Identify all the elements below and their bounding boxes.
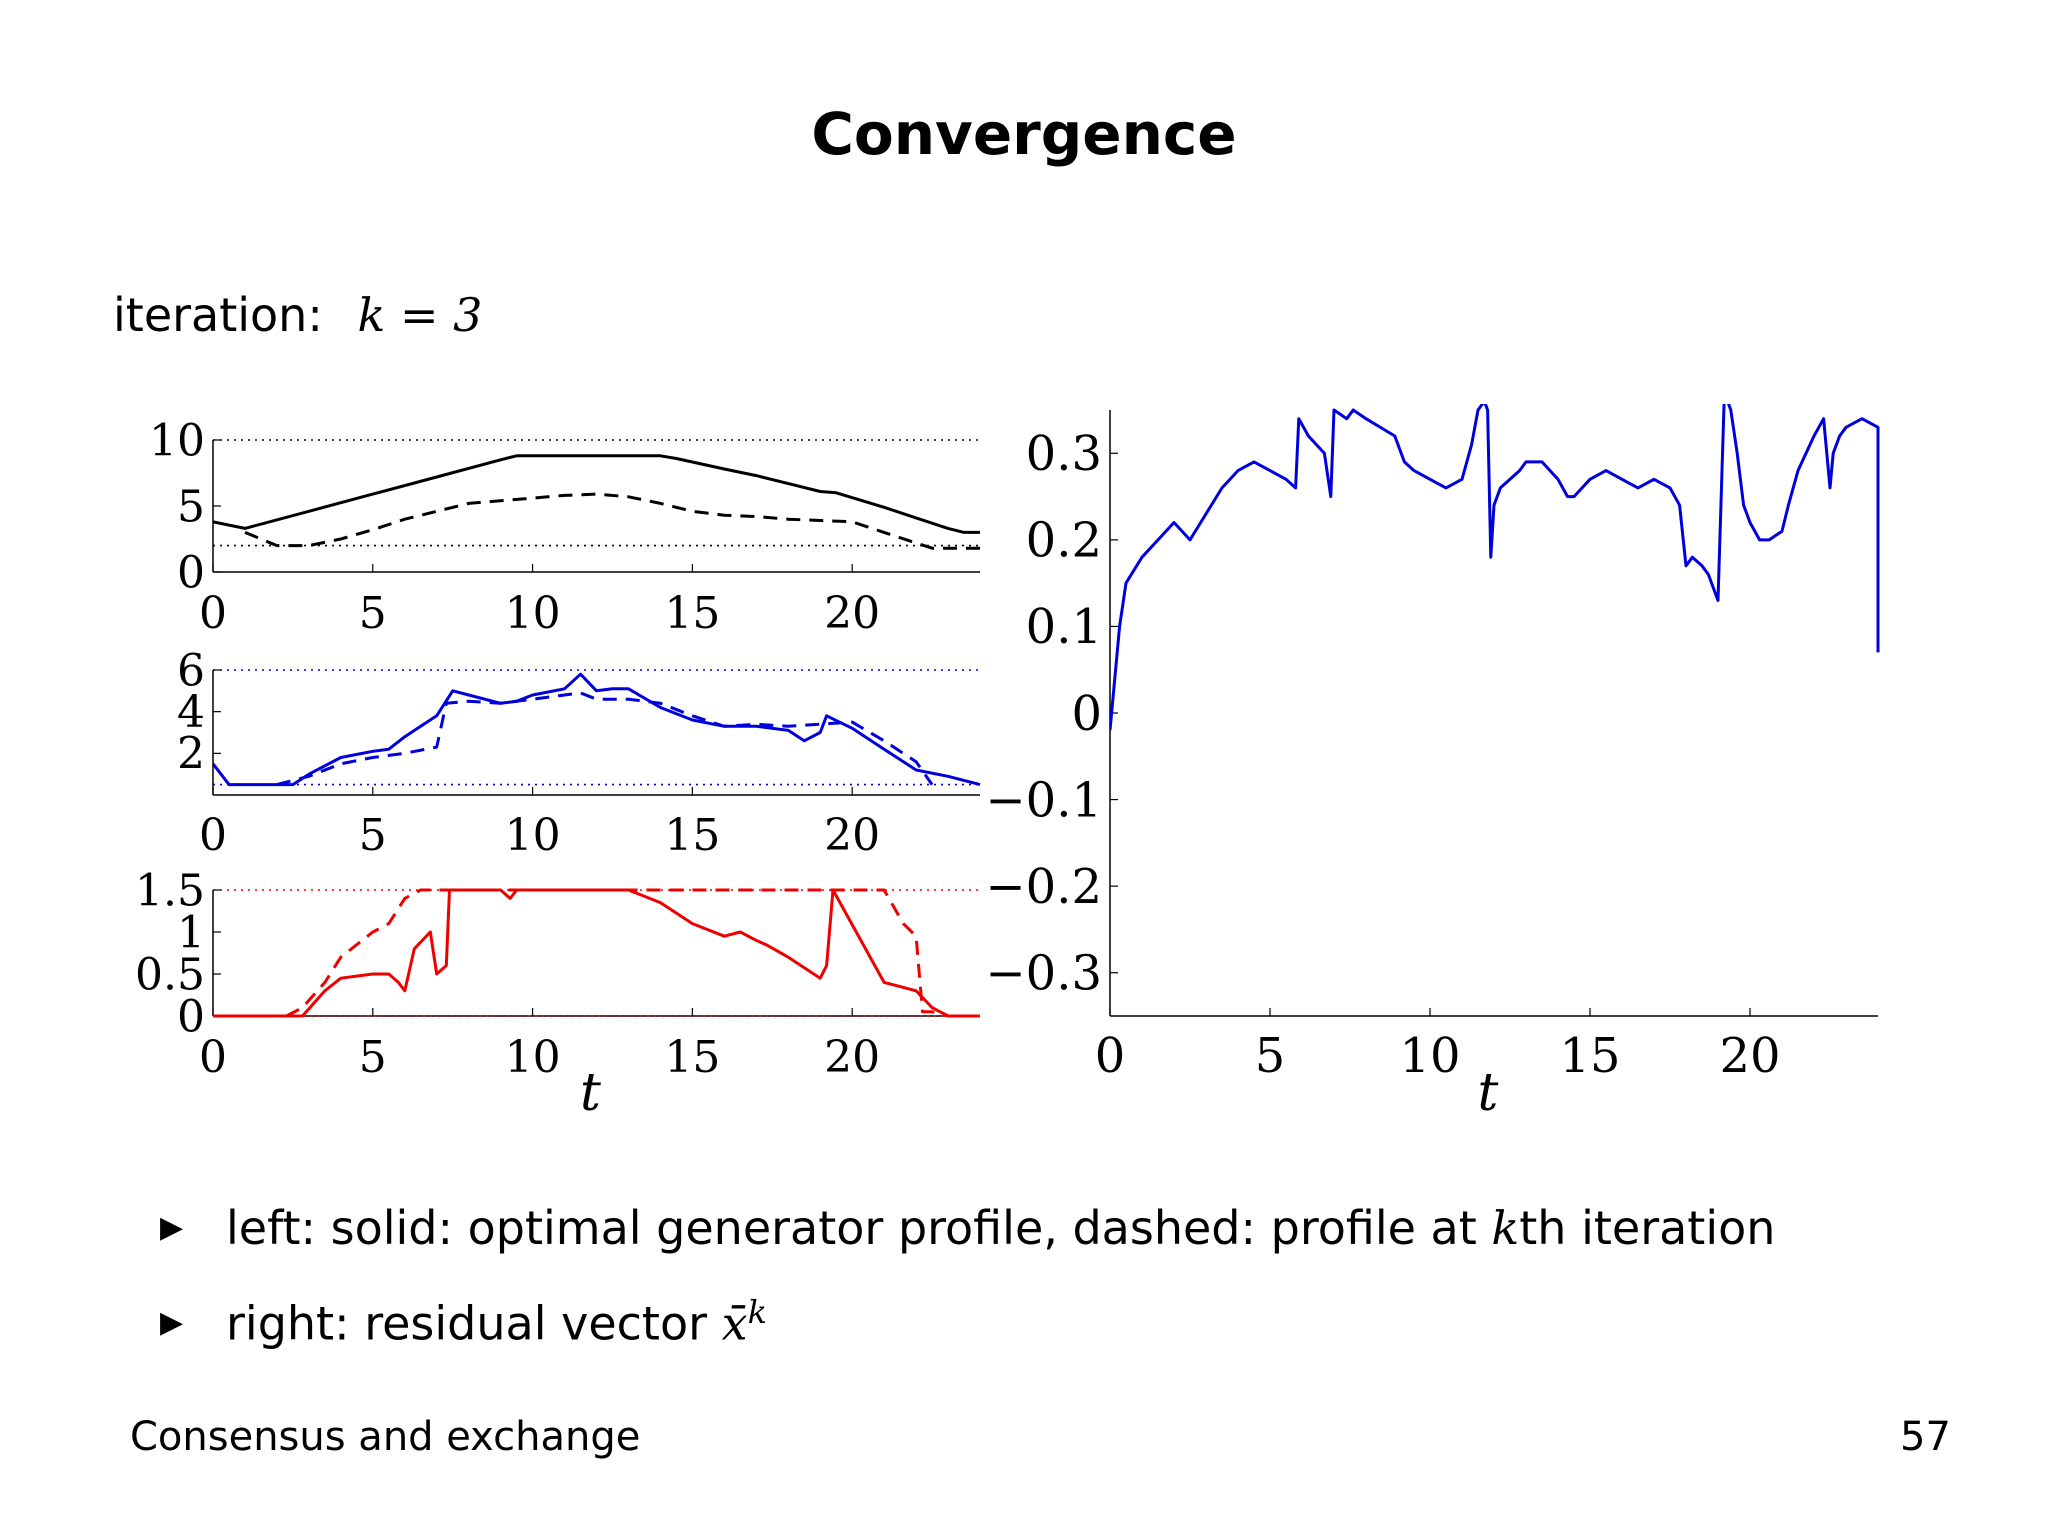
x-tick-label: 20 (1719, 1028, 1780, 1084)
y-tick-label: 0.2 (1026, 513, 1102, 569)
iteration-math: k = 3 (357, 288, 483, 342)
slide-title: Convergence (811, 100, 1237, 168)
x-tick-label: 15 (664, 588, 720, 639)
y-tick-label: 2 (177, 729, 205, 780)
x-tick-label: 20 (824, 1032, 880, 1083)
y-tick-label: 1.5 (135, 865, 205, 916)
series-line-dashed (276, 691, 934, 787)
series-line-solid (213, 454, 980, 534)
bullet-superscript: k (747, 1293, 767, 1331)
x-tick-label: 10 (1399, 1028, 1460, 1084)
footer-section-title: Consensus and exchange (130, 1414, 641, 1460)
x-tick-label: 5 (1255, 1028, 1286, 1084)
x-axis-label: t (1478, 1063, 1499, 1123)
x-tick-label: 20 (824, 588, 880, 639)
triangle-bullet-icon: ▶ (160, 1209, 184, 1245)
x-tick-label: 0 (199, 810, 227, 861)
y-tick-label: 0 (177, 991, 205, 1042)
y-tick-label: 0.5 (135, 949, 205, 1000)
y-tick-label: 6 (177, 645, 205, 696)
x-tick-label: 15 (1559, 1028, 1620, 1084)
bullet-math: x̄ (721, 1296, 748, 1351)
triangle-bullet-icon: ▶ (160, 1304, 184, 1340)
x-tick-label: 10 (505, 810, 561, 861)
bullet-text: left: solid: optimal generator profile, … (226, 1201, 1492, 1255)
series-line-dashed (244, 492, 980, 550)
y-tick-label: 1 (177, 907, 205, 958)
y-tick-label: −0.1 (985, 772, 1102, 828)
x-tick-label: 5 (359, 588, 387, 639)
x-tick-label: 5 (359, 810, 387, 861)
y-tick-label: −0.3 (985, 946, 1102, 1002)
x-tick-label: 10 (505, 588, 561, 639)
bullet-item-left: ▶ left: solid: optimal generator profile,… (160, 1188, 1775, 1272)
x-tick-label: 20 (824, 810, 880, 861)
y-tick-label: 0.3 (1026, 426, 1102, 482)
x-tick-label: 5 (359, 1032, 387, 1083)
x-tick-label: 0 (1095, 1028, 1126, 1084)
series-line-dashed (285, 888, 980, 1018)
series-line-solid (213, 672, 981, 787)
y-tick-label: 4 (177, 687, 205, 738)
x-tick-label: 0 (199, 588, 227, 639)
bullet-list: ▶ left: solid: optimal generator profile,… (160, 1188, 1775, 1356)
x-tick-label: 10 (505, 1032, 561, 1083)
bullet-text: right: residual vector (226, 1296, 722, 1351)
bullet-item-right: ▶ right: residual vector x̄k (160, 1272, 1775, 1356)
x-tick-label: 0 (199, 1032, 227, 1083)
y-tick-label: 0.1 (1026, 599, 1102, 655)
x-tick-label: 15 (664, 810, 720, 861)
page-number: 57 (1900, 1414, 1951, 1460)
y-tick-label: 5 (177, 481, 205, 532)
y-tick-label: 0 (177, 547, 205, 598)
x-axis-label: t (580, 1063, 601, 1123)
iteration-text: iteration: (113, 288, 323, 342)
series-line-solid (1110, 404, 1880, 731)
bullet-suffix: th iteration (1519, 1201, 1776, 1255)
y-tick-label: 10 (149, 415, 205, 466)
x-tick-label: 15 (664, 1032, 720, 1083)
y-tick-label: −0.2 (985, 859, 1102, 915)
y-tick-label: 0 (1071, 686, 1102, 742)
iteration-label: iteration: k = 3 (113, 288, 482, 342)
series-line-solid (213, 888, 980, 1018)
bullet-math: k (1491, 1201, 1520, 1255)
